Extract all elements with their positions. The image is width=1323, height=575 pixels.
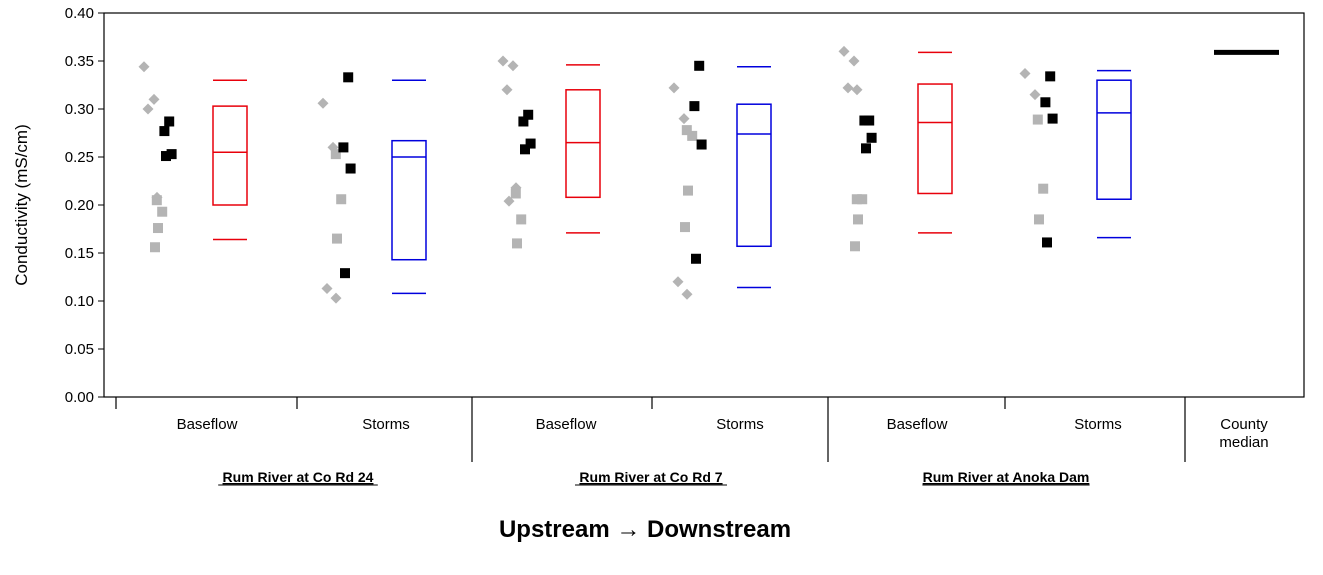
y-tick-label: 0.40 [65, 5, 94, 22]
gray-square-point [336, 194, 347, 205]
black-square-point [866, 132, 877, 143]
gray-square-point [157, 206, 168, 217]
black-square-point [159, 126, 170, 137]
gray-diamond-point [330, 292, 342, 304]
black-square-point [859, 115, 870, 126]
gray-diamond-point [507, 60, 519, 72]
box-iqr [736, 103, 772, 248]
gray-diamond-point [678, 113, 690, 125]
gray-diamond-point [317, 97, 329, 109]
x-category-label: Storms [362, 416, 410, 433]
black-square-point [340, 268, 350, 279]
black-square-point [164, 116, 175, 127]
site-label: Rum River at Co Rd 24 [223, 469, 374, 485]
gray-square-point [681, 125, 692, 136]
gray-diamond-point [668, 82, 680, 94]
site-label: Rum River at Anoka Dam [923, 469, 1090, 485]
gray-square-point [680, 222, 690, 233]
black-square-point [525, 138, 536, 149]
gray-square-point [153, 223, 163, 234]
y-tick-label: 0.20 [65, 197, 94, 214]
gray-diamond-point [838, 45, 850, 57]
y-tick-label: 0.30 [65, 101, 94, 118]
gray-square-point [687, 130, 698, 141]
gray-square-point [516, 214, 527, 225]
gray-square-point [1034, 214, 1044, 225]
gray-diamond-point [142, 103, 154, 115]
gray-diamond-point [842, 82, 854, 94]
y-tick-label: 0.25 [65, 149, 94, 166]
x-category-label: median [1219, 434, 1268, 451]
box-iqr [565, 89, 601, 199]
gray-diamond-point [497, 55, 509, 67]
black-square-point [1047, 113, 1058, 124]
x-category-label: Baseflow [887, 416, 948, 433]
black-square-point [694, 60, 705, 71]
x-category-label: Baseflow [536, 416, 597, 433]
gray-square-point [332, 233, 342, 244]
x-category-label: Baseflow [177, 416, 238, 433]
gray-diamond-point [501, 84, 513, 96]
x-category-label: County [1220, 416, 1268, 433]
gray-diamond-point [672, 276, 684, 288]
black-square-point [691, 253, 701, 264]
box-iqr [917, 83, 953, 195]
black-square-point [518, 116, 529, 127]
y-tick-label: 0.10 [65, 293, 94, 310]
gray-square-point [510, 188, 521, 199]
direction-label: Upstream → Downstream [499, 516, 791, 543]
gray-square-point [1038, 183, 1049, 194]
gray-square-point [853, 214, 863, 225]
gray-square-point [851, 194, 862, 205]
black-square-point [696, 139, 707, 150]
gray-square-point [683, 185, 693, 196]
black-square-point [689, 101, 700, 112]
x-category-label: Storms [716, 416, 764, 433]
gray-diamond-point [851, 84, 863, 96]
gray-diamond-point [148, 93, 160, 105]
black-square-point [520, 144, 530, 155]
gray-square-point [330, 149, 341, 160]
black-square-point [161, 151, 171, 162]
gray-square-point [151, 195, 162, 206]
gray-diamond-point [138, 61, 150, 73]
black-square-point [861, 143, 871, 154]
box-iqr [391, 139, 427, 261]
box-iqr [1096, 79, 1132, 200]
gray-square-point [850, 241, 860, 252]
black-square-point [523, 109, 534, 120]
y-tick-label: 0.00 [65, 389, 94, 406]
y-tick-label: 0.35 [65, 53, 94, 70]
black-square-point [1040, 97, 1051, 108]
gray-diamond-point [1029, 89, 1041, 101]
black-square-point [338, 142, 349, 153]
gray-diamond-point [848, 55, 860, 67]
y-tick-label: 0.05 [65, 341, 94, 358]
black-square-point [343, 72, 354, 83]
gray-square-point [512, 238, 522, 249]
black-square-point [345, 163, 356, 174]
y-tick-label: 0.15 [65, 245, 94, 262]
y-axis-title: Conductivity (mS/cm) [12, 124, 31, 286]
black-square-point [1045, 71, 1056, 82]
gray-diamond-point [321, 283, 333, 295]
black-square-point [1042, 237, 1052, 248]
gray-square-point [1032, 114, 1043, 125]
black-square-point [166, 149, 177, 160]
gray-square-point [150, 242, 160, 253]
box-iqr [212, 105, 248, 206]
gray-diamond-point [1019, 67, 1031, 79]
gray-square-point [857, 194, 868, 205]
site-label: Rum River at Co Rd 7 [579, 469, 722, 485]
x-category-label: Storms [1074, 416, 1122, 433]
gray-diamond-point [681, 288, 693, 300]
